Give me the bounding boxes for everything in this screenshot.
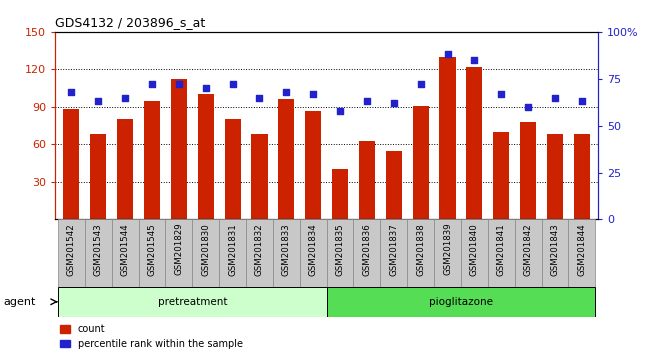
Text: GSM201542: GSM201542 <box>67 223 76 276</box>
Text: GSM201836: GSM201836 <box>363 223 371 276</box>
Text: GSM201844: GSM201844 <box>577 223 586 276</box>
Text: GSM201842: GSM201842 <box>524 223 532 276</box>
Point <box>66 89 77 95</box>
Text: GDS4132 / 203896_s_at: GDS4132 / 203896_s_at <box>55 16 205 29</box>
Bar <box>192 219 219 287</box>
Bar <box>439 57 456 219</box>
Text: GSM201543: GSM201543 <box>94 223 103 276</box>
Bar <box>547 135 563 219</box>
Bar <box>305 111 321 219</box>
Bar <box>171 79 187 219</box>
Bar <box>466 67 482 219</box>
Bar <box>198 95 214 219</box>
Bar <box>380 219 408 287</box>
Bar <box>246 219 273 287</box>
Point <box>147 81 157 87</box>
Bar <box>461 219 488 287</box>
Point <box>281 89 291 95</box>
Point <box>362 98 372 104</box>
Point <box>335 108 345 114</box>
Point <box>254 95 265 101</box>
Point <box>577 98 587 104</box>
Point <box>200 85 211 91</box>
Point <box>415 81 426 87</box>
Bar <box>515 219 541 287</box>
Bar <box>117 119 133 219</box>
Text: GSM201831: GSM201831 <box>228 223 237 276</box>
Bar <box>278 99 294 219</box>
Bar <box>252 135 268 219</box>
Bar <box>138 219 165 287</box>
Text: GSM201843: GSM201843 <box>551 223 560 276</box>
Bar <box>58 219 84 287</box>
Text: pioglitazone: pioglitazone <box>429 297 493 307</box>
Text: GSM201829: GSM201829 <box>174 223 183 275</box>
Point <box>389 100 399 106</box>
Bar <box>165 219 192 287</box>
Bar <box>273 219 300 287</box>
Bar <box>408 219 434 287</box>
Point <box>496 91 506 97</box>
Legend: count, percentile rank within the sample: count, percentile rank within the sample <box>60 324 242 349</box>
Text: GSM201832: GSM201832 <box>255 223 264 276</box>
Point <box>469 57 480 63</box>
Bar <box>574 135 590 219</box>
Text: GSM201830: GSM201830 <box>202 223 210 276</box>
Text: GSM201545: GSM201545 <box>148 223 157 276</box>
Text: GSM201835: GSM201835 <box>335 223 345 276</box>
Text: GSM201837: GSM201837 <box>389 223 398 276</box>
Text: GSM201833: GSM201833 <box>282 223 291 276</box>
Bar <box>359 141 375 219</box>
Bar <box>520 122 536 219</box>
Text: GSM201840: GSM201840 <box>470 223 479 276</box>
Bar <box>63 109 79 219</box>
Point <box>523 104 534 110</box>
Point <box>120 95 130 101</box>
Text: GSM201841: GSM201841 <box>497 223 506 276</box>
Text: GSM201839: GSM201839 <box>443 223 452 275</box>
Bar <box>354 219 380 287</box>
Bar <box>434 219 461 287</box>
Text: GSM201544: GSM201544 <box>121 223 129 276</box>
Bar <box>488 219 515 287</box>
Point <box>174 81 184 87</box>
Bar <box>58 287 326 317</box>
Bar <box>84 219 112 287</box>
Bar <box>300 219 326 287</box>
Bar <box>90 135 107 219</box>
Bar <box>224 119 240 219</box>
Point <box>227 81 238 87</box>
Point <box>93 98 103 104</box>
Bar <box>413 105 429 219</box>
Bar <box>112 219 138 287</box>
Point <box>308 91 318 97</box>
Text: agent: agent <box>3 297 36 307</box>
Bar <box>541 219 569 287</box>
Point <box>550 95 560 101</box>
Bar <box>569 219 595 287</box>
Bar <box>385 151 402 219</box>
Text: GSM201834: GSM201834 <box>309 223 318 276</box>
Bar <box>332 170 348 219</box>
Bar <box>219 219 246 287</box>
Bar <box>326 287 595 317</box>
Bar <box>326 219 354 287</box>
Text: GSM201838: GSM201838 <box>416 223 425 276</box>
Point <box>443 52 453 57</box>
Text: pretreatment: pretreatment <box>157 297 227 307</box>
Bar <box>144 101 160 219</box>
Bar <box>493 132 510 219</box>
